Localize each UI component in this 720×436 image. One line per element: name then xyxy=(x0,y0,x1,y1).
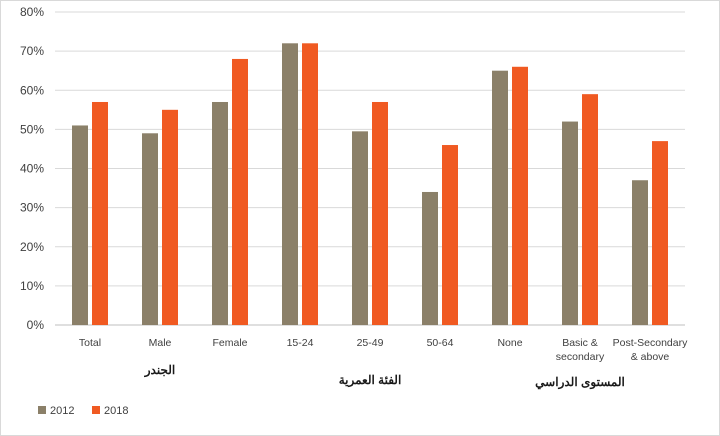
bar-2018-3 xyxy=(302,43,318,326)
x-category-label: Basic & xyxy=(562,337,598,349)
x-category-label: Female xyxy=(212,337,247,349)
bar-2012-3 xyxy=(282,43,298,326)
legend-label: 2012 xyxy=(50,405,74,417)
bar-2018-2 xyxy=(232,58,248,325)
x-category-label: Total xyxy=(79,337,101,349)
y-tick-label: 20% xyxy=(20,240,44,254)
bar-2018-1 xyxy=(162,109,178,325)
x-category-label: & above xyxy=(631,351,670,363)
bar-2018-4 xyxy=(372,101,388,325)
x-category-label: 15-24 xyxy=(287,337,314,349)
bar-2018-7 xyxy=(582,94,598,325)
bar-2018-0 xyxy=(92,101,108,325)
y-tick-label: 10% xyxy=(20,279,44,293)
y-tick-label: 50% xyxy=(20,122,44,136)
bar-2012-4 xyxy=(352,131,368,325)
bar-2012-8 xyxy=(632,180,648,325)
x-group-label: المستوى الدراسي xyxy=(535,375,625,390)
legend-swatch-2012 xyxy=(38,406,46,414)
y-tick-label: 60% xyxy=(20,83,44,97)
x-category-label: 50-64 xyxy=(427,337,454,349)
y-tick-label: 0% xyxy=(27,318,45,332)
bar-2012-2 xyxy=(212,101,228,325)
x-category-label: Male xyxy=(149,337,172,349)
bar-2018-5 xyxy=(442,145,458,325)
y-tick-label: 30% xyxy=(20,201,44,215)
bar-2012-0 xyxy=(72,125,88,326)
bar-2012-7 xyxy=(562,121,578,325)
y-tick-label: 70% xyxy=(20,44,44,58)
bar-2012-5 xyxy=(422,191,438,325)
bar-2018-6 xyxy=(512,66,528,326)
bar-2012-6 xyxy=(492,70,508,325)
x-category-label: Post-Secondary xyxy=(613,337,688,349)
bar-2012-1 xyxy=(142,133,158,325)
y-tick-label: 80% xyxy=(20,5,44,19)
legend-label: 2018 xyxy=(104,405,128,417)
x-group-label: الفئة العمرية xyxy=(339,373,402,388)
x-category-label: None xyxy=(497,337,522,349)
legend-swatch-2018 xyxy=(92,406,100,414)
bar-2018-8 xyxy=(652,141,668,325)
x-group-label: الجندر xyxy=(144,363,175,378)
y-tick-label: 40% xyxy=(20,162,44,176)
x-category-label: secondary xyxy=(556,351,605,363)
x-category-label: 25-49 xyxy=(357,337,384,349)
